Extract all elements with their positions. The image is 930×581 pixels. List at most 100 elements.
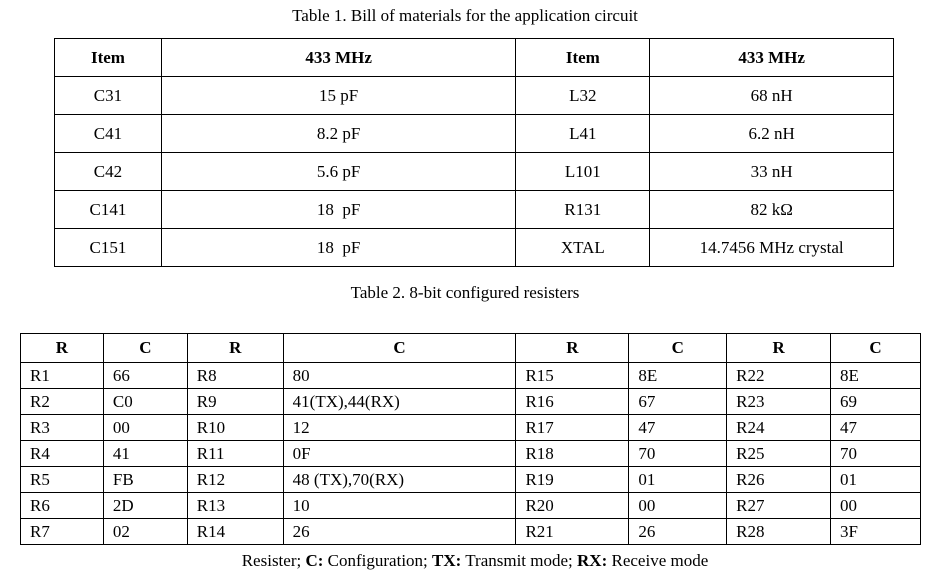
table-cell: R22: [726, 362, 832, 389]
table-cell: R4: [20, 440, 104, 467]
table-cell: R12: [186, 466, 284, 493]
table-cell: R14: [186, 518, 284, 545]
table-cell: 6.2 nH: [649, 114, 894, 153]
table-cell: 80: [282, 362, 517, 389]
table1-header-cell: Item: [54, 38, 162, 77]
table-cell: R1: [20, 362, 104, 389]
table1-header-cell: Item: [515, 38, 651, 77]
table-cell: 3F: [830, 518, 921, 545]
table-row: R3 00 R10 12 R17 47 R24 47: [20, 414, 921, 441]
legend-rx-key: RX:: [577, 551, 608, 570]
table-cell: C41: [54, 114, 162, 153]
table-cell: 10: [282, 492, 517, 519]
table-cell: 41(TX),44(RX): [282, 388, 517, 415]
table-cell: R20: [515, 492, 630, 519]
table-cell: 01: [830, 466, 921, 493]
table-cell: R15: [515, 362, 630, 389]
legend-tx-key: TX:: [432, 551, 462, 570]
table-row: R1 66 R8 80 R15 8E R22 8E: [20, 362, 921, 389]
table-cell: 18 pF: [160, 228, 517, 267]
table-cell: 8E: [628, 362, 728, 389]
table-cell: L41: [515, 114, 651, 153]
table-cell: R2: [20, 388, 104, 415]
table2-header-cell: R: [726, 333, 832, 363]
table-cell: 66: [102, 362, 188, 389]
table-cell: C42: [54, 152, 162, 191]
table-cell: FB: [102, 466, 188, 493]
table-cell: R6: [20, 492, 104, 519]
table-row: C141 18 pF R131 82 kΩ: [54, 190, 894, 229]
table2-header-cell: R: [186, 333, 284, 363]
table-row: C31 15 pF L32 68 nH: [54, 76, 894, 115]
table-cell: R23: [726, 388, 832, 415]
table-cell: XTAL: [515, 228, 651, 267]
table-row: C41 8.2 pF L41 6.2 nH: [54, 114, 894, 153]
table-cell: R17: [515, 414, 630, 441]
table-cell: 70: [628, 440, 728, 467]
table1-header-row: Item 433 MHz Item 433 MHz: [54, 38, 894, 77]
table-row: C151 18 pF XTAL 14.7456 MHz crystal: [54, 228, 894, 267]
legend-tx-text: Transmit mode;: [461, 551, 578, 570]
table-cell: C141: [54, 190, 162, 229]
table-cell: L101: [515, 152, 651, 191]
table-cell: R13: [186, 492, 284, 519]
table-cell: 01: [628, 466, 728, 493]
table-cell: 14.7456 MHz crystal: [649, 228, 894, 267]
legend-c-key: C:: [305, 551, 324, 570]
table-cell: R5: [20, 466, 104, 493]
table-cell: L32: [515, 76, 651, 115]
table2-caption: Table 2. 8-bit configured resisters: [350, 283, 580, 302]
table-cell: 00: [628, 492, 728, 519]
table-cell: 00: [102, 414, 188, 441]
table-row: R2 C0 R9 41(TX),44(RX) R16 67 R23 69: [20, 388, 921, 415]
table-cell: R25: [726, 440, 832, 467]
table-cell: R9: [186, 388, 284, 415]
table-cell: R28: [726, 518, 832, 545]
table-cell: 02: [102, 518, 188, 545]
table-cell: 69: [830, 388, 921, 415]
table1-caption: Table 1. Bill of materials for the appli…: [292, 6, 638, 25]
table-row: C42 5.6 pF L101 33 nH: [54, 152, 894, 191]
table-cell: C151: [54, 228, 162, 267]
table2-header-cell: C: [102, 333, 188, 363]
table-cell: 70: [830, 440, 921, 467]
table-cell: 47: [628, 414, 728, 441]
table2-header-cell: R: [515, 333, 630, 363]
table-row: R5 FB R12 48 (TX),70(RX) R19 01 R26 01: [20, 466, 921, 493]
table-cell: 18 pF: [160, 190, 517, 229]
bill-of-materials-table: Item 433 MHz Item 433 MHz C31 15 pF L32 …: [54, 38, 894, 267]
table-cell: 8E: [830, 362, 921, 389]
table-cell: R11: [186, 440, 284, 467]
table-cell: 5.6 pF: [160, 152, 517, 191]
table-cell: 00: [830, 492, 921, 519]
table-cell: 26: [628, 518, 728, 545]
table-cell: R131: [515, 190, 651, 229]
table1-header-cell: 433 MHz: [160, 38, 517, 77]
table-cell: C31: [54, 76, 162, 115]
table2-header-cell: R: [20, 333, 104, 363]
legend-rx-text: Receive mode: [607, 551, 709, 570]
table-cell: 82 kΩ: [649, 190, 894, 229]
table-cell: R16: [515, 388, 630, 415]
table-cell: R8: [186, 362, 284, 389]
legend-r-text: Resister;: [241, 551, 306, 570]
table-cell: 47: [830, 414, 921, 441]
table-cell: 41: [102, 440, 188, 467]
table-cell: 68 nH: [649, 76, 894, 115]
legend-c-text: Configuration;: [323, 551, 433, 570]
table-cell: R18: [515, 440, 630, 467]
table-cell: R10: [186, 414, 284, 441]
table2-header-row: R C R C R C R C: [20, 333, 921, 363]
table-row: R7 02 R14 26 R21 26 R28 3F: [20, 518, 921, 545]
table-cell: R7: [20, 518, 104, 545]
table-cell: R21: [515, 518, 630, 545]
table1-header-cell: 433 MHz: [649, 38, 894, 77]
table-cell: 0F: [282, 440, 517, 467]
table-cell: 15 pF: [160, 76, 517, 115]
table-cell: R27: [726, 492, 832, 519]
table-row: R4 41 R11 0F R18 70 R25 70: [20, 440, 921, 467]
table-cell: 2D: [102, 492, 188, 519]
configured-resisters-table: R C R C R C R C R1 66 R8 80 R15 8E R22 8E R2 C0 R9…: [20, 333, 921, 545]
table2-legend: Resister; C: Configuration; TX: Transmit…: [20, 551, 930, 571]
table-cell: R26: [726, 466, 832, 493]
